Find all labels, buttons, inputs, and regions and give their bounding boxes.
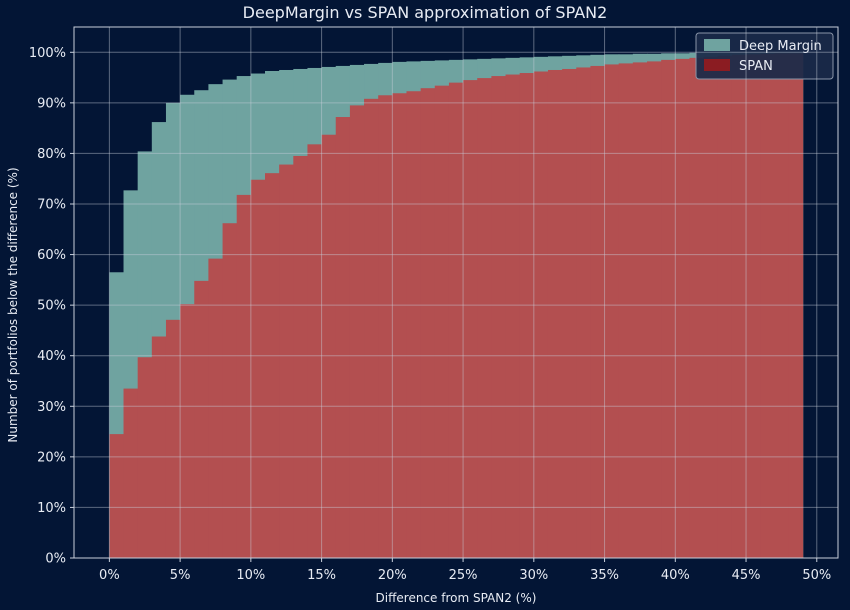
span-bar (675, 58, 691, 559)
span-bar (321, 134, 337, 558)
x-tick-label: 25% (449, 568, 478, 583)
y-tick-label: 70% (37, 198, 66, 213)
x-tick-label: 15% (307, 568, 336, 583)
span-bar (463, 80, 478, 558)
axes: 0% 5% 10% 15% 20% 25% 30% 35% 40% 45% 50% 0% 10% 20% 3… (29, 26, 839, 583)
span-bar (208, 258, 224, 558)
span-bar (180, 304, 195, 558)
legend-swatch (704, 39, 730, 51)
span-bar (222, 223, 238, 558)
grid-lines (74, 27, 838, 559)
y-tick-label: 10% (37, 501, 66, 516)
span-bar (661, 59, 676, 559)
span-bar (349, 105, 365, 558)
span-bar (533, 71, 549, 558)
span-bar (392, 93, 408, 558)
x-tick-label: 0% (99, 568, 120, 583)
x-tick-label: 40% (661, 568, 690, 583)
span-bar (335, 117, 351, 559)
span-bar (194, 280, 210, 558)
y-tick-label: 40% (37, 349, 66, 364)
x-tick-label: 35% (590, 568, 619, 583)
legend-box (695, 32, 834, 80)
legend: Deep Margin SPAN (695, 32, 834, 80)
span-bar (491, 76, 507, 559)
legend-label: SPAN (739, 59, 773, 74)
span-bar (519, 73, 535, 559)
y-tick-label: 50% (37, 299, 66, 314)
span-bar (293, 155, 309, 558)
span-bar (151, 336, 167, 558)
span-bar (505, 74, 521, 558)
span-bar (562, 68, 577, 558)
y-tick-label: 100% (29, 46, 66, 61)
bars (109, 52, 804, 559)
legend-label: Deep Margin (739, 39, 822, 54)
span-bar (760, 53, 775, 559)
y-tick-label: 80% (37, 147, 66, 162)
span-bar (307, 144, 323, 558)
x-axis-label: Difference from SPAN2 (%) (376, 591, 537, 605)
span-bar (590, 65, 606, 558)
span-bar (618, 63, 634, 558)
span-bar (647, 61, 662, 558)
x-tick-label: 5% (170, 568, 191, 583)
span-bar (717, 55, 733, 558)
y-tick-label: 60% (37, 248, 66, 263)
x-tick-label: 50% (802, 568, 831, 583)
x-tick-label: 30% (519, 568, 548, 583)
span-bar (265, 173, 280, 558)
span-bar (279, 164, 294, 559)
span-bar (420, 88, 436, 558)
span-bar (109, 434, 125, 558)
span-bar (576, 67, 592, 559)
span-bar (378, 95, 393, 559)
y-tick-label: 90% (37, 96, 66, 111)
span-bar (236, 194, 252, 558)
span-bar (123, 388, 139, 558)
span-bar (434, 85, 450, 558)
span-bar (448, 82, 464, 558)
span-bar (137, 357, 153, 558)
x-tick-label: 20% (378, 568, 407, 583)
span-bar (604, 64, 620, 559)
span-bar (632, 62, 648, 559)
y-tick-label: 30% (37, 400, 66, 415)
span-bar (689, 57, 705, 558)
legend-swatch (704, 59, 730, 71)
span-bar (406, 91, 422, 558)
y-axis-label: Number of portfolios below the differenc… (6, 167, 20, 442)
span-bar (364, 98, 379, 558)
span-bar (746, 54, 761, 559)
span-bar (547, 69, 563, 559)
span-bar (703, 56, 719, 559)
chart-title: DeepMargin vs SPAN approximation of SPAN… (242, 3, 608, 22)
span-bar (477, 78, 492, 558)
span-bar (731, 54, 747, 559)
span-bar (788, 53, 804, 559)
x-tick-label: 45% (732, 568, 761, 583)
y-tick-label: 20% (37, 450, 66, 465)
y-tick-label: 0% (45, 552, 66, 567)
span-bar (165, 319, 181, 558)
span-bar (774, 53, 790, 559)
x-tick-label: 10% (236, 568, 265, 583)
span-bar (250, 179, 266, 559)
plot-frame (73, 26, 839, 559)
